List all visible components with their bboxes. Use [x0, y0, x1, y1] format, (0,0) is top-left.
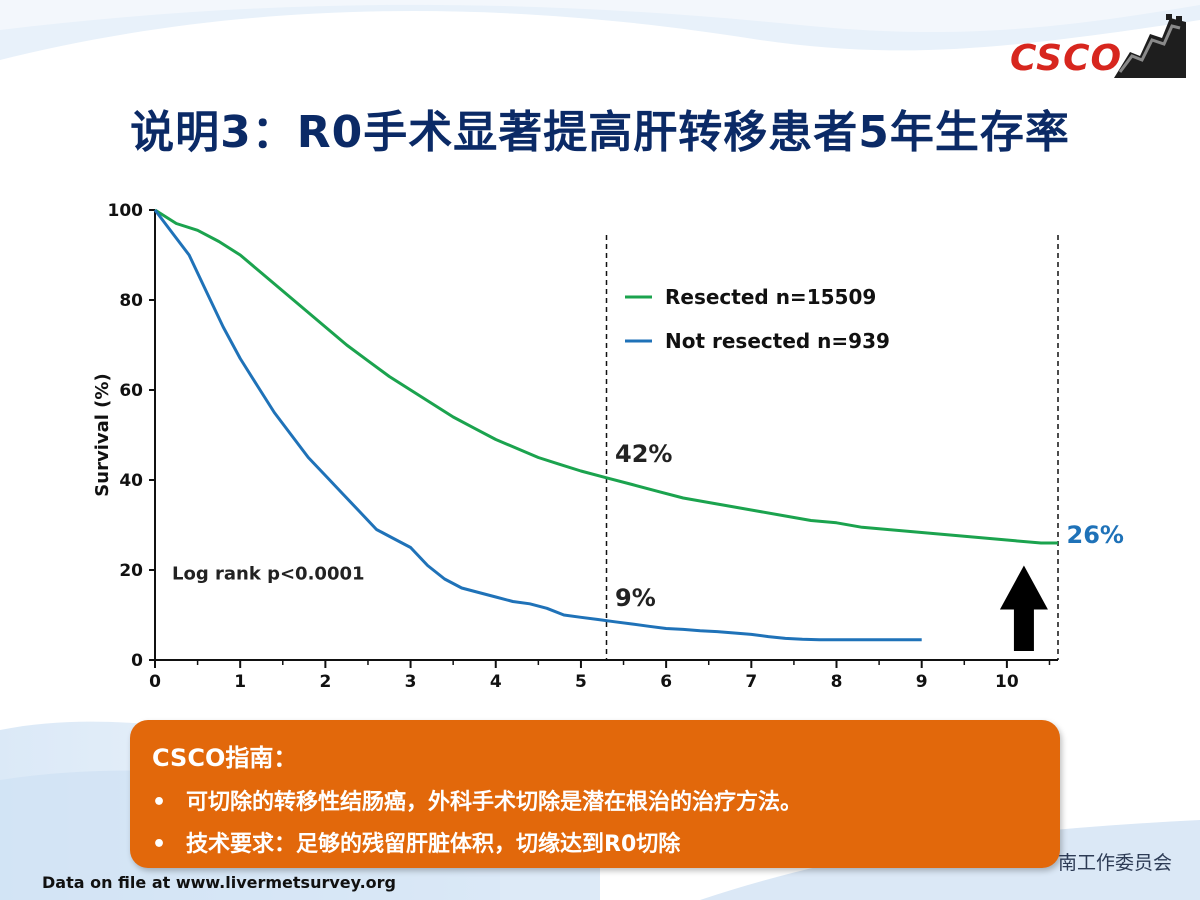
guideline-heading: CSCO指南： — [152, 744, 298, 772]
y-tick-label: 100 — [108, 201, 144, 221]
y-tick-label: 0 — [131, 651, 143, 671]
annotation-label: 9% — [615, 584, 656, 612]
y-tick-label: 40 — [119, 471, 143, 491]
x-tick-label: 8 — [831, 672, 843, 692]
guideline-bullet: • 技术要求：足够的残留肝脏体积，切缘达到R0切除 — [152, 826, 680, 858]
csco-logo: CSCO — [1010, 8, 1190, 88]
annotation-label: Log rank p<0.0001 — [172, 564, 364, 585]
x-tick-label: 5 — [575, 672, 587, 692]
x-tick-label: 4 — [490, 672, 502, 692]
y-tick-label: 80 — [119, 291, 143, 311]
guideline-box: CSCO指南： • 可切除的转移性结肠癌，外科手术切除是潜在根治的治疗方法。 • 技… — [130, 720, 1060, 868]
bullet-dot: • — [152, 832, 167, 857]
series-line — [153, 209, 922, 642]
annotation-label: 26% — [1067, 521, 1124, 549]
x-tick-label: 2 — [319, 672, 331, 692]
up-arrow-icon — [999, 565, 1048, 651]
x-tick-label: 1 — [234, 672, 246, 692]
x-tick-label: 0 — [149, 672, 161, 692]
data-source: Data on file at www.livermetsurvey.org — [42, 873, 396, 892]
y-axis-label: Survival (%) — [92, 373, 113, 496]
logo-text: CSCO — [1010, 38, 1123, 79]
committee-text: 南工作委员会 — [1058, 852, 1173, 874]
great-wall-icon — [1114, 14, 1186, 78]
y-tick-label: 60 — [119, 381, 143, 401]
legend-label: Resected n=15509 — [665, 285, 876, 309]
x-tick-label: 6 — [660, 672, 672, 692]
legend-label: Not resected n=939 — [665, 329, 890, 353]
x-tick-label: 9 — [916, 672, 928, 692]
x-tick-label: 3 — [405, 672, 417, 692]
survival-chart: 0 20 40 60 80 100 0 1 2 3 4 5 6 7 8 9 10 Survival (%) Rese… — [92, 201, 1124, 692]
x-tick-label: 10 — [995, 672, 1019, 692]
bullet-text: 技术要求：足够的残留肝脏体积，切缘达到R0切除 — [186, 832, 681, 857]
series-line — [154, 208, 1058, 545]
bullet-dot: • — [152, 790, 167, 815]
y-tick-label: 20 — [119, 561, 143, 581]
annotation-label: 42% — [615, 440, 672, 468]
guideline-bullet: • 可切除的转移性结肠癌，外科手术切除是潜在根治的治疗方法。 — [152, 784, 802, 816]
bullet-text: 可切除的转移性结肠癌，外科手术切除是潜在根治的治疗方法。 — [186, 790, 803, 815]
slide-title: 说明3：R0手术显著提高肝转移患者5年生存率 — [130, 107, 1070, 158]
x-tick-label: 7 — [745, 672, 757, 692]
